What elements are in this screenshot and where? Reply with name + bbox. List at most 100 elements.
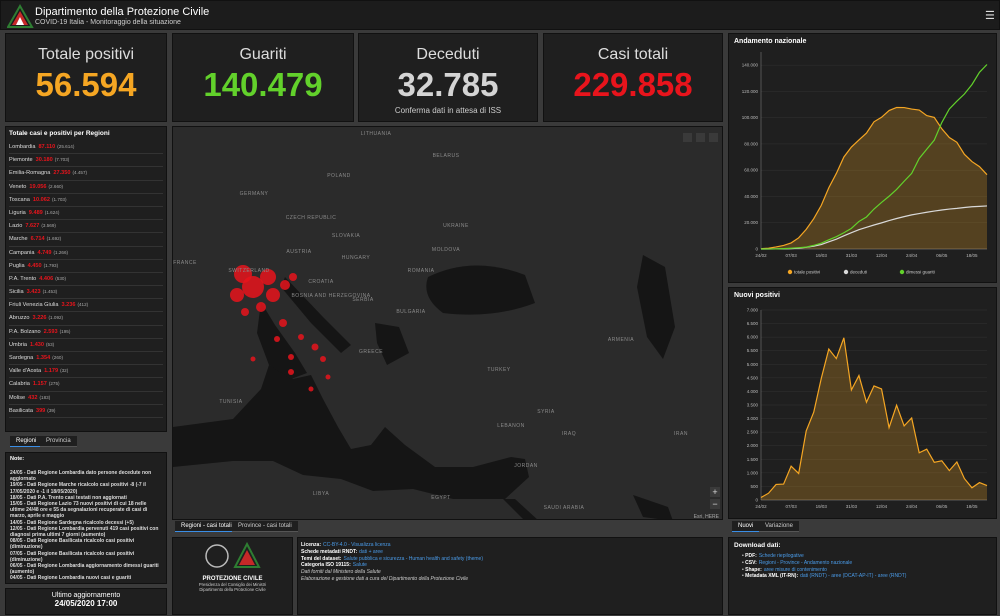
- y-tick-label: 20.000: [744, 220, 758, 225]
- region-row: P.A. Bolzano 2.593 (195): [9, 326, 163, 339]
- kpi-value: 56.594: [35, 66, 137, 103]
- download-label: Metadata XML (IT-RN):: [745, 573, 799, 580]
- region-name: Piemonte: [9, 157, 33, 164]
- region-row: Sardegna 1.354 (260): [9, 352, 163, 366]
- update-label: Ultimo aggiornamento: [51, 592, 121, 599]
- region-total: 399: [35, 407, 46, 414]
- note: 14/05 - Dati Regione Sardegna ricalcolo …: [10, 519, 134, 526]
- map-panel[interactable]: + − Esri, HERE LITHUANIA BELARUS GERMANY PO…: [172, 126, 723, 520]
- x-tick-label: 06/05: [936, 253, 948, 258]
- logo-line: Presidenza del Consiglio dei Ministri: [198, 582, 267, 587]
- region-name: Sardegna: [9, 355, 34, 361]
- license-link[interactable]: dati + aree: [359, 548, 383, 555]
- y-tick-label: 80.000: [744, 141, 758, 146]
- x-tick-label: 24/02: [755, 253, 767, 258]
- download-link[interactable]: Schede riepilogative: [758, 553, 804, 559]
- region-total: 1.157: [32, 381, 47, 388]
- license-panel: Licenza: CC-BY-4.0 - Visualizza licenza Sc…: [297, 537, 723, 615]
- download-item: • PDF: Schede riepilogative: [742, 553, 804, 559]
- region-row: Veneto 19.056 (2.660): [9, 181, 163, 194]
- download-list: • PDF: Schede riepilogative • CSV: Regioni …: [734, 553, 991, 580]
- x-tick-label: 24/04: [906, 253, 918, 258]
- update-box: Ultimo aggiornamento 24/05/2020 17:00: [5, 588, 167, 615]
- country-label: TUNISIA: [219, 399, 242, 405]
- map-tools[interactable]: + −: [683, 133, 720, 509]
- tab[interactable]: Variazione: [759, 521, 799, 532]
- license-link[interactable]: CC-BY-4.0 - Visualizza licenza: [323, 542, 391, 548]
- region-positive: (3.569): [41, 223, 56, 229]
- download-item: • CSV: Regioni - Province - Andamento naz…: [742, 559, 853, 566]
- country-label: ARMENIA: [608, 337, 634, 343]
- license-item: Temi del dataset: Salute pubblica e sicur…: [301, 556, 719, 563]
- region-name: Abruzzo: [9, 315, 30, 322]
- region-positive: (1.266): [53, 249, 69, 255]
- y-tick-label: 6.000: [747, 335, 759, 340]
- note: 18/05 - Dati P.A. Trento casi testati no…: [10, 494, 127, 501]
- tab[interactable]: Regioni: [10, 436, 43, 447]
- region-name: Liguria: [9, 209, 26, 216]
- tab[interactable]: Provincia: [40, 436, 77, 447]
- map[interactable]: + − Esri, HERE LITHUANIA BELARUS GERMANY PO…: [173, 127, 723, 520]
- legend-swatch: [843, 269, 849, 275]
- country-label: HUNGARY: [342, 255, 371, 261]
- region-total: 10.062: [32, 196, 50, 203]
- region-total: 2.593: [43, 328, 58, 335]
- chart-title: Nuovi positivi: [734, 292, 780, 299]
- country-label: POLAND: [327, 173, 351, 179]
- kpi-note: Conferma dati in attesa di ISS: [394, 106, 502, 115]
- download-link[interactable]: aree misure di contenimento: [763, 566, 827, 573]
- country-label: LEBANON: [497, 423, 524, 429]
- region-total: 432: [28, 394, 38, 401]
- y-tick-label: 4.500: [747, 375, 759, 380]
- download-item: • Metadata XML (IT-RN): dati (RNDT) - are…: [742, 573, 907, 580]
- region-name: Basilicata: [9, 407, 33, 414]
- license-link[interactable]: Salute: [352, 562, 367, 569]
- y-tick-label: 7.000: [747, 308, 759, 313]
- x-tick-label: 07/03: [786, 504, 798, 509]
- region-positive: (53): [46, 341, 55, 347]
- kpi-label: Deceduti: [416, 46, 480, 63]
- regions-panel: Totale casi e positivi per Regioni Lomba…: [5, 126, 167, 432]
- region-name: Friuli Venezia Giulia: [9, 302, 59, 309]
- download-link[interactable]: dati (RNDT) - aree (DCAT-AP-IT) - aree (…: [800, 573, 907, 580]
- country-label: TURKEY: [487, 367, 510, 373]
- download-title: Download dati:: [734, 542, 781, 549]
- chart-title: Andamento nazionale: [734, 38, 806, 45]
- chart-panel: Andamento nazionale 0 20.000 40.000 60.000 80…: [728, 33, 997, 283]
- legend-swatch: [787, 269, 793, 275]
- license-link[interactable]: Salute pubblica e sicurezza - Human heal…: [343, 555, 484, 562]
- region-total: 9.489: [28, 209, 43, 216]
- region-total: 7.627: [25, 223, 40, 230]
- update-value: 24/05/2020 17:00: [54, 599, 118, 608]
- map-attribution: Esri, HERE: [694, 514, 720, 520]
- country-label: SWITZERLAND: [228, 268, 269, 274]
- region-name: P.A. Bolzano: [9, 328, 41, 335]
- note: 07/05 - Dati Regione Basilicata ricalcol…: [10, 550, 135, 563]
- region-positive: (7.703): [54, 157, 70, 163]
- region-row: Lombardia 87.110 (25.614): [9, 141, 163, 155]
- notes-list: 24/05 - Dati Regione Lombardia dato pers…: [10, 470, 162, 582]
- regions-list: Lombardia 87.110 (25.614) Piemonte 30.180 (7.…: [9, 141, 163, 418]
- download-link[interactable]: Regioni - Province - Andamento nazionale: [758, 559, 853, 566]
- region-positive: (32): [60, 368, 69, 374]
- country-label: SAUDI ARABIA: [544, 505, 585, 511]
- kpi-card: Totale positivi 56.594: [5, 33, 167, 122]
- legend-label: totale positivi: [794, 270, 820, 275]
- note: 15/05 - Dati Regione Lazio 73 nuovi posi…: [10, 501, 148, 520]
- tab[interactable]: Nuovi: [732, 521, 760, 532]
- region-name: Veneto: [9, 183, 27, 190]
- region-row: Calabria 1.157 (275): [9, 378, 163, 392]
- country-label: FRANCE: [173, 260, 197, 266]
- tab[interactable]: Regioni - casi totali: [175, 521, 238, 532]
- region-positive: (530): [55, 275, 66, 281]
- region-positive: (183): [39, 394, 51, 400]
- country-label: MOLDOVA: [432, 247, 460, 253]
- country-label: ROMANIA: [408, 268, 435, 274]
- region-name: Sicilia: [9, 289, 24, 296]
- region-positive: (25.614): [57, 144, 75, 149]
- menu-button[interactable]: ☰: [985, 10, 995, 22]
- country-label: EGYPT: [431, 495, 450, 501]
- legend-swatch: [899, 269, 905, 275]
- tab[interactable]: Province - casi totali: [232, 521, 298, 532]
